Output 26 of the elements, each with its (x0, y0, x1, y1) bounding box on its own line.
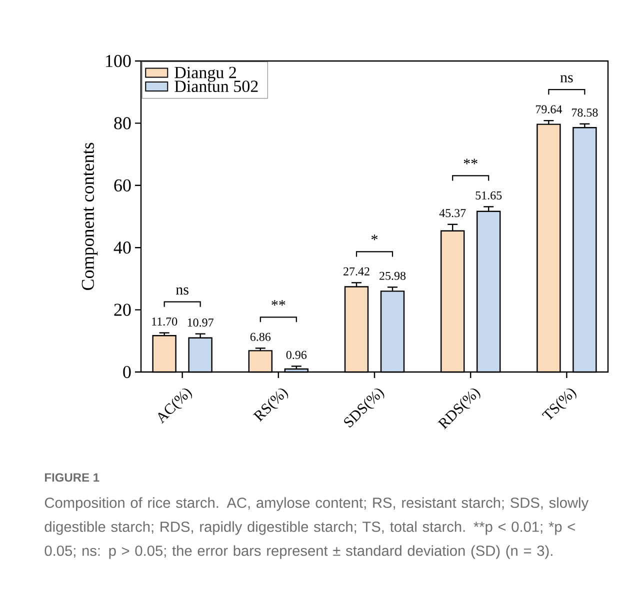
annotation: ns (560, 75, 573, 82)
y-tick-label: 100 (106, 54, 131, 68)
y-tick-label: 60 (114, 179, 131, 192)
legend-label: Diantun 502 (174, 80, 258, 92)
annotation: ** (272, 300, 286, 306)
annotation: ** (464, 158, 478, 164)
data-label: 10.97 (188, 318, 214, 327)
data-label: 78.58 (572, 108, 598, 117)
caption: FIGURE 1 (45, 473, 100, 482)
legend-label: Diangu 2 (174, 66, 236, 82)
y-tick-label: 20 (114, 304, 131, 316)
y-axis-title: Component contents (82, 142, 98, 290)
data-label: 6.86 (250, 332, 271, 341)
data-label: 11.70 (152, 317, 178, 326)
y-tick-label: 0 (123, 366, 131, 378)
data-label: 45.37 (439, 209, 466, 218)
data-label: 25.98 (380, 272, 406, 280)
annotation: * (371, 234, 378, 240)
y-tick-label: 80 (114, 117, 131, 130)
data-label: 0.96 (286, 350, 307, 360)
y-tick-label: 40 (114, 242, 131, 254)
text: Composition of rice starch. AC, amylose content; RS, resistant starch; SDS, slowly digestible starch; RDS, rapidly digestible starch; TS, total starch. **p < 0.01; *p < 0.05; ns: p > 0.05; the error bars represent ± standard deviation (SD) (n = 3). (44, 497, 589, 559)
data-label: 51.65 (476, 191, 502, 200)
data-label: 27.42 (344, 267, 370, 276)
annotation: ns (176, 287, 188, 295)
data-label: 79.64 (536, 105, 562, 114)
